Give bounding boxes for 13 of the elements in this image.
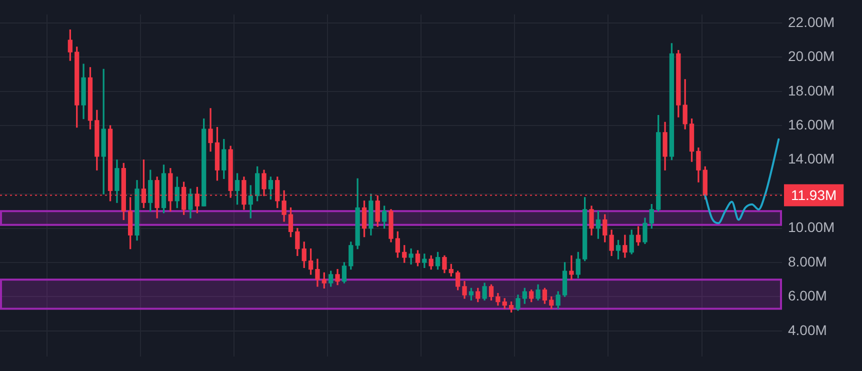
- y-tick-label: 20.00M: [788, 48, 835, 64]
- y-tick-label: 10.00M: [788, 219, 835, 236]
- line-series: [704, 138, 780, 224]
- candlestick: [569, 255, 574, 280]
- y-tick-label: 6.00M: [788, 288, 827, 304]
- y-tick-label: 4.00M: [788, 322, 827, 338]
- y-tick-label: 8.00M: [788, 253, 827, 270]
- y-tick-label: 14.00M: [788, 150, 835, 167]
- y-tick-label: 22.00M: [788, 14, 835, 30]
- ref-line-label: 11.93M: [791, 187, 837, 204]
- y-tick-label: 18.00M: [788, 82, 835, 98]
- y-tick-label: 16.00M: [788, 116, 835, 132]
- candlestick: [408, 248, 414, 265]
